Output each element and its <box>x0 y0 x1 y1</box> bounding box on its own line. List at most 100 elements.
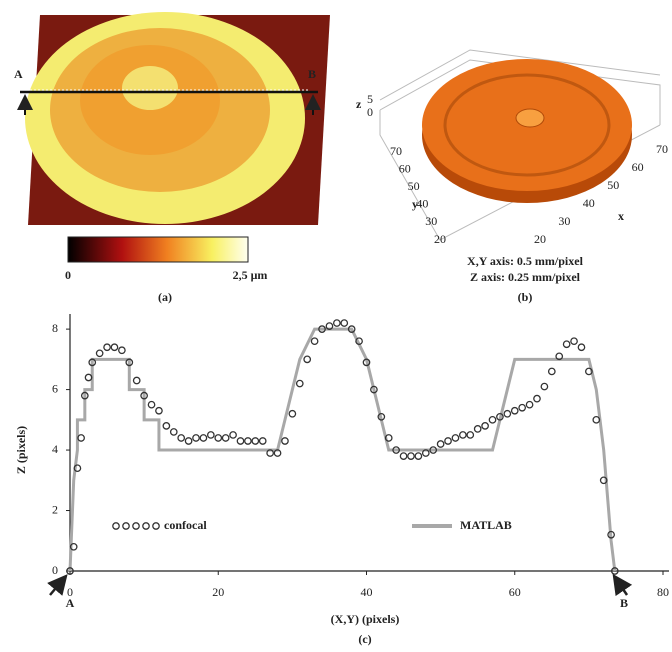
data-point <box>310 337 319 346</box>
tick-label: 60 <box>632 160 644 174</box>
data-point <box>610 567 619 575</box>
tick-label: 0 <box>367 105 373 119</box>
surface-center <box>122 66 178 110</box>
data-point <box>533 394 541 403</box>
tick-label: 60 <box>399 161 411 175</box>
data-point <box>570 337 578 346</box>
data-point <box>518 403 527 412</box>
legend-marker <box>132 522 140 530</box>
data-point <box>525 400 534 409</box>
note: Z axis: 0.25 mm/pixel <box>470 270 581 284</box>
data-point <box>325 322 334 330</box>
data-point <box>421 449 430 457</box>
data-point <box>184 437 193 445</box>
axis-label: z <box>356 97 362 111</box>
data-point <box>488 415 497 424</box>
tick-label: 50 <box>408 179 420 193</box>
tick-label: 30 <box>558 214 570 228</box>
data-point <box>221 434 230 442</box>
tick-label: 20 <box>534 232 546 246</box>
data-point <box>206 431 215 439</box>
data-point <box>103 343 111 352</box>
data-point <box>414 452 423 460</box>
data-point <box>562 340 571 349</box>
data-point <box>95 349 104 358</box>
data-point <box>110 343 119 352</box>
disc-ring <box>443 73 611 177</box>
tick-label: 30 <box>425 214 437 228</box>
data-point <box>214 434 223 442</box>
data-point <box>399 452 408 460</box>
x-tick-label: 80 <box>657 585 669 599</box>
y-tick-label: 2 <box>52 502 58 516</box>
colorbar-label: 2,5 μm <box>233 268 268 282</box>
data-point <box>132 376 141 385</box>
data-point <box>288 409 297 418</box>
arrow <box>612 573 633 597</box>
data-point <box>295 379 304 388</box>
data-point <box>340 319 349 327</box>
legend-marker <box>152 522 160 530</box>
data-point <box>607 530 615 539</box>
caption: (a) <box>158 290 172 304</box>
caption: (c) <box>358 632 371 646</box>
data-point <box>125 358 134 367</box>
data-point <box>429 446 438 454</box>
data-point <box>69 542 78 551</box>
data-point <box>451 434 460 442</box>
legend-marker <box>112 522 120 530</box>
data-point <box>370 385 378 394</box>
axis-label: y <box>412 197 418 211</box>
data-point <box>251 437 260 445</box>
data-point <box>377 412 386 421</box>
data-point <box>347 325 356 333</box>
data-point <box>281 437 289 445</box>
data-point <box>147 400 156 409</box>
x-tick-label: 20 <box>212 585 224 599</box>
data-point <box>436 440 445 448</box>
data-point <box>555 352 564 361</box>
box-edge <box>379 49 661 101</box>
data-point <box>592 415 601 424</box>
y-tick-label: 6 <box>52 381 58 395</box>
data-point <box>503 409 512 418</box>
data-point <box>384 434 393 442</box>
caption: (b) <box>518 290 533 304</box>
legend-marker <box>142 522 150 530</box>
data-point <box>355 337 363 346</box>
panel-a: A B 0 2,5 μm (a) <box>14 12 330 304</box>
tick-label: 5 <box>367 92 373 106</box>
data-point <box>303 355 312 364</box>
data-point <box>332 319 341 327</box>
data-point <box>73 464 82 473</box>
data-point <box>266 449 274 457</box>
data-point <box>481 422 489 430</box>
data-point <box>177 434 186 442</box>
data-point <box>199 434 208 442</box>
label: B <box>308 67 316 81</box>
label: A <box>14 67 23 81</box>
data-point <box>599 476 608 485</box>
data-point <box>540 382 549 391</box>
data-line <box>68 327 617 572</box>
legend-label: confocal <box>164 518 207 532</box>
data-point <box>392 446 400 454</box>
data-point <box>318 325 326 333</box>
data-point <box>547 367 556 376</box>
annotation: B <box>620 596 628 610</box>
data-point <box>162 422 171 430</box>
axis-label: x <box>618 209 624 223</box>
y-tick-label: 8 <box>52 321 58 335</box>
data-point <box>459 431 467 439</box>
panel-b-labels: z y x X,Y axis: 0.5 mm/pixel Z axis: 0.2… <box>356 97 624 304</box>
x-tick-label: 40 <box>361 585 373 599</box>
tick-label: 40 <box>583 196 595 210</box>
data-point <box>169 428 178 436</box>
tick-label: 20 <box>434 232 446 246</box>
data-point <box>244 437 252 445</box>
data-point <box>496 412 504 421</box>
y-tick-label: 0 <box>52 563 58 577</box>
tick-label: 40 <box>416 197 428 211</box>
data-point <box>84 373 93 382</box>
